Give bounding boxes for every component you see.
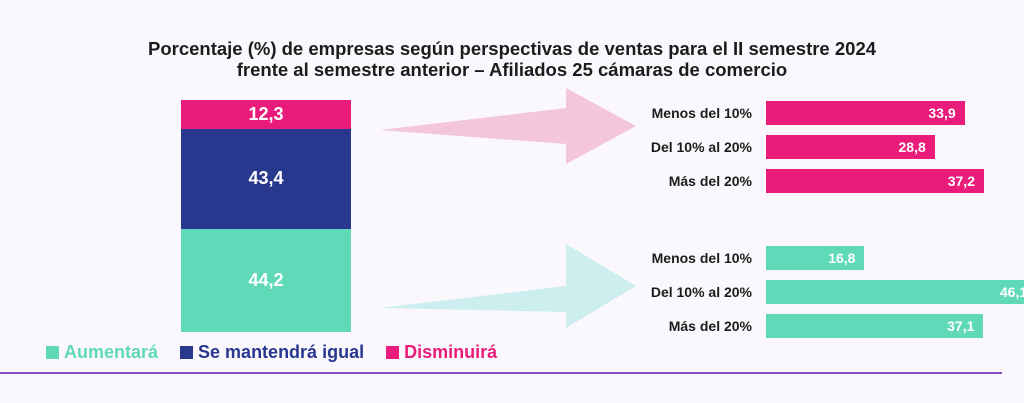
stacked-segment-0: 12,3 xyxy=(181,100,351,129)
breakdown-bar: 37,2 xyxy=(766,169,984,193)
stacked-segment-label-2: 44,2 xyxy=(248,270,284,291)
legend-swatch-increase xyxy=(46,346,59,359)
breakdown-bar-value: 28,8 xyxy=(898,139,926,155)
stacked-segment-label-1: 43,4 xyxy=(248,168,284,189)
category-label: Menos del 10% xyxy=(651,105,752,121)
legend: Aumentará Se mantendrá igual Disminuirá xyxy=(46,342,497,363)
breakdown-bar-value: 37,2 xyxy=(947,173,975,189)
category-label: Más del 20% xyxy=(668,318,752,334)
legend-label-same: Se mantendrá igual xyxy=(198,342,365,362)
breakdown-bar: 46,1 xyxy=(766,280,1024,304)
breakdown-bar-value: 33,9 xyxy=(928,105,956,121)
chart-title-line-1: Porcentaje (%) de empresas según perspec… xyxy=(147,38,877,59)
arrow-to-decrease-breakdown xyxy=(380,88,636,164)
category-label: Menos del 10% xyxy=(651,250,752,266)
legend-swatch-decrease xyxy=(386,346,400,359)
stacked-bar: 12,3 43,4 44,2 xyxy=(181,100,351,332)
arrow-to-increase-breakdown xyxy=(380,244,636,328)
legend-label-decrease: Disminuirá xyxy=(404,342,498,362)
breakdown-bar-value: 16,8 xyxy=(828,250,856,266)
category-label: Más del 20% xyxy=(668,173,752,189)
legend-swatch-same xyxy=(180,346,194,359)
legend-item-increase: Aumentará xyxy=(46,342,158,363)
breakdown-bar-value: 46,1 xyxy=(999,284,1024,300)
bottom-rule xyxy=(0,372,1002,374)
category-label: Del 10% al 20% xyxy=(650,139,752,155)
legend-label-increase: Aumentará xyxy=(64,342,159,362)
legend-item-decrease: Disminuirá xyxy=(386,342,497,363)
chart-title: Porcentaje (%) de empresas según perspec… xyxy=(0,38,1024,80)
stacked-segment-2: 44,2 xyxy=(181,229,351,332)
chart-title-line-2: frente al semestre anterior – Afiliados … xyxy=(236,59,788,80)
breakdown-bar-value: 37,1 xyxy=(947,318,975,334)
legend-item-same: Se mantendrá igual xyxy=(180,342,364,363)
breakdown-bar: 16,8 xyxy=(766,246,865,270)
category-label: Del 10% al 20% xyxy=(650,284,752,300)
stacked-segment-label-0: 12,3 xyxy=(248,103,284,124)
breakdown-bar: 33,9 xyxy=(766,101,965,125)
breakdown-bar: 28,8 xyxy=(766,135,935,159)
breakdown-bar: 37,1 xyxy=(766,314,984,338)
stacked-segment-1: 43,4 xyxy=(181,128,351,230)
